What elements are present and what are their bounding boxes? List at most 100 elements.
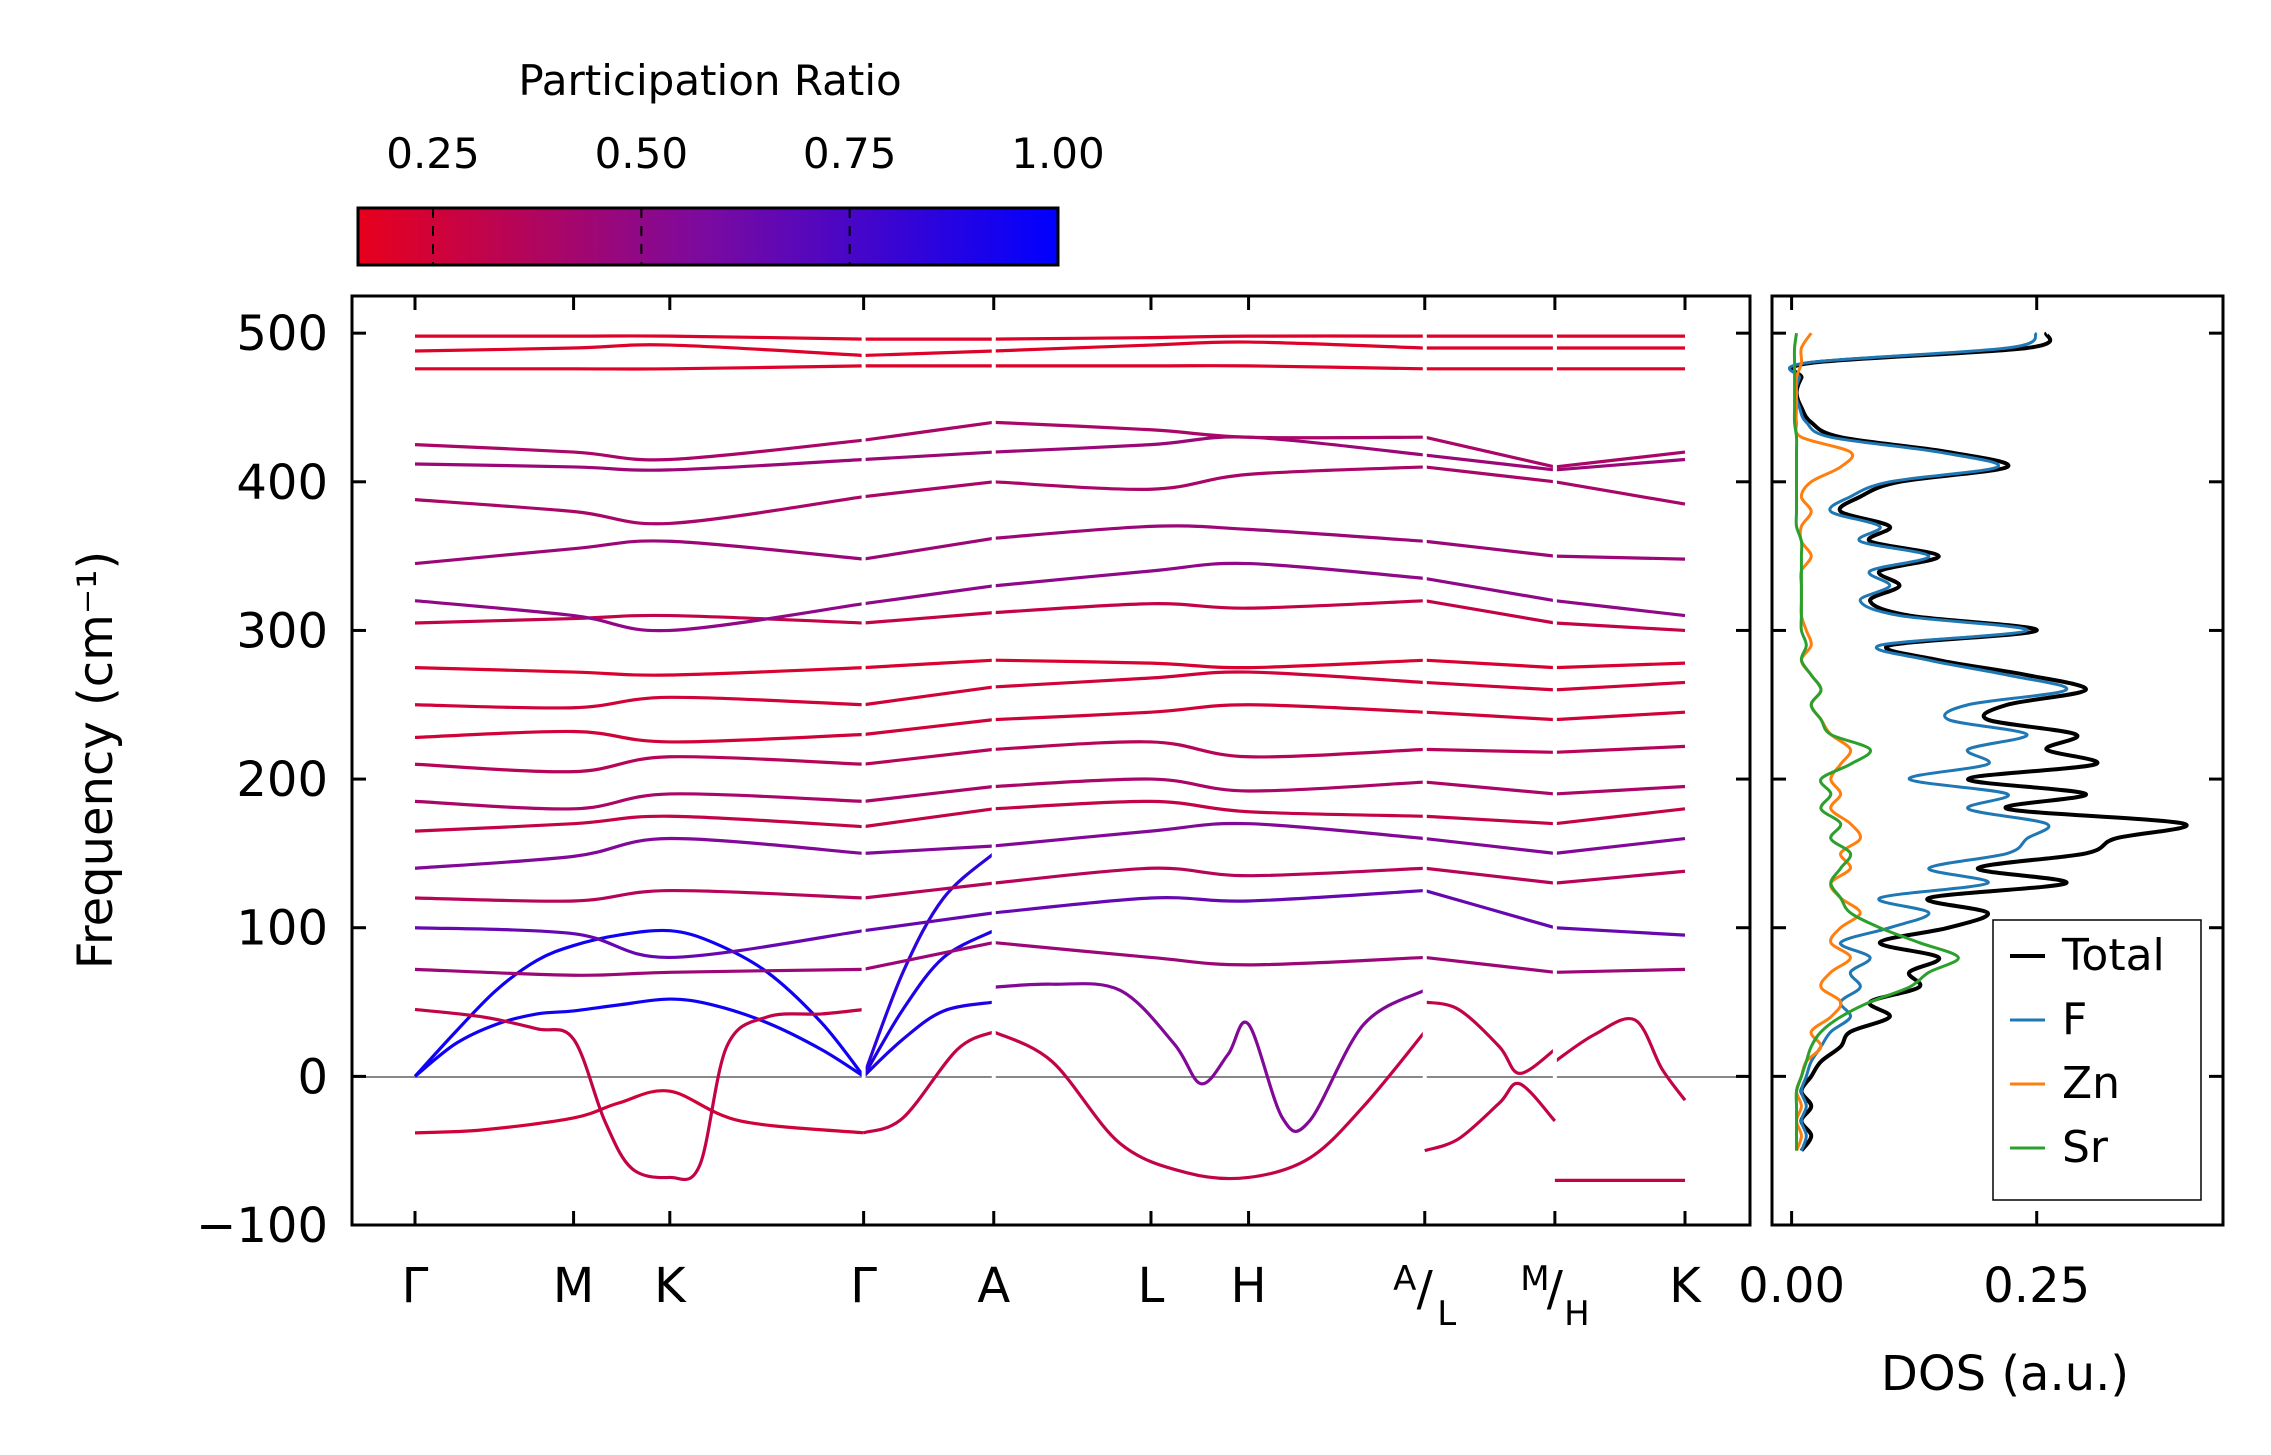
band-mid-band-n xyxy=(993,465,1425,491)
band-mid-band-f xyxy=(1554,784,1686,796)
kpath-label: K xyxy=(654,1258,687,1314)
segment-gap xyxy=(1422,326,1427,1095)
dos-x-axis-label: DOS (a.u.) xyxy=(1881,1346,2129,1402)
band-mid-band-e xyxy=(1424,814,1555,826)
band-mid-band-i xyxy=(993,670,1425,689)
band-mid-band-m xyxy=(414,539,864,566)
legend-label-f: F xyxy=(2062,994,2087,1045)
band-soft-8 xyxy=(1553,1016,1687,1102)
legend-label-zn: Zn xyxy=(2062,1058,2120,1109)
band-mid-band-a xyxy=(414,967,864,977)
band-mid-band-f xyxy=(863,784,994,803)
kpath-label-sub: L xyxy=(1437,1294,1456,1334)
band-mid-band-b xyxy=(1424,889,1556,930)
band-y-tick-label: 0 xyxy=(297,1049,328,1105)
colorbar-title: Participation Ratio xyxy=(518,56,901,105)
legend-label-sr: Sr xyxy=(2062,1122,2109,1173)
band-mid-band-f xyxy=(993,777,1425,793)
dos-legend-box xyxy=(1992,919,2202,1201)
band-mid-band-b xyxy=(1554,926,1686,937)
band-mid-band-l xyxy=(1424,576,1556,603)
band-mid-band-n xyxy=(414,495,864,526)
band-y-tick-label: −100 xyxy=(196,1198,328,1254)
band-mid-band-h xyxy=(414,729,864,744)
kpath-label: K xyxy=(1669,1258,1702,1314)
band-mid-band-c xyxy=(1424,866,1556,885)
band-mid-band-l xyxy=(863,584,994,606)
band-mid-band-p xyxy=(863,420,994,442)
band-mid-band-a xyxy=(1554,967,1686,974)
band-high-band-3 xyxy=(415,334,864,341)
dos-line-sr xyxy=(1792,332,1960,1151)
band-mid-band-a xyxy=(1424,955,1556,974)
dos-ticks: 0.00 0.25 xyxy=(1738,296,2223,1314)
band-mid-band-d xyxy=(1554,836,1686,855)
band-path-breaks xyxy=(861,326,1557,1095)
colorbar-tick-label: 0.25 xyxy=(386,129,480,178)
band-mid-band-p xyxy=(1554,450,1686,469)
kpath-label: Γ xyxy=(850,1258,877,1314)
band-mid-band-i xyxy=(1424,680,1555,692)
band-mid-band-h xyxy=(863,718,994,737)
band-structure-frame xyxy=(350,294,1752,1227)
band-high-band-3 xyxy=(993,334,1425,341)
band-high-band-2 xyxy=(414,343,864,358)
band-mid-band-k xyxy=(414,613,864,625)
band-mid-band-e xyxy=(863,807,994,829)
band-y-tick-label: 100 xyxy=(236,901,328,957)
band-mid-band-c xyxy=(414,888,864,903)
dos-legend: Total F Zn Sr xyxy=(1992,919,2202,1201)
band-mid-band-f xyxy=(414,792,864,811)
kpath-label-slash: / xyxy=(1417,1261,1434,1317)
band-mid-band-n xyxy=(1554,480,1686,506)
band-mid-band-o xyxy=(1424,453,1556,472)
band-mid-band-o xyxy=(414,457,864,472)
band-acoustic-5 xyxy=(862,852,995,1077)
band-y-axis-label: Frequency (cm⁻¹) xyxy=(68,551,124,969)
band-mid-band-p xyxy=(993,420,1425,440)
band-mid-band-e xyxy=(1554,807,1686,826)
segment-gap xyxy=(861,326,866,1095)
kpath-label: M xyxy=(553,1258,594,1314)
band-mid-band-b xyxy=(993,888,1425,915)
band-soft-4 xyxy=(993,982,1426,1133)
dos-frame xyxy=(1770,294,2225,1227)
band-kpath-ticks: Γ M K Γ A L H A / LM/H K xyxy=(402,296,1702,1334)
band-mid-band-e xyxy=(414,814,864,833)
band-mid-band-l xyxy=(414,599,864,633)
band-mid-band-i xyxy=(414,695,864,710)
band-mid-band-o xyxy=(1554,457,1686,472)
band-mid-band-k xyxy=(1424,599,1556,625)
band-mid-band-k xyxy=(993,599,1425,615)
band-mid-band-l xyxy=(993,561,1425,588)
band-mid-band-k xyxy=(1554,621,1686,633)
band-mid-band-m xyxy=(993,524,1425,543)
colorbar-gradient xyxy=(356,206,1060,267)
band-mid-band-j xyxy=(993,658,1425,670)
band-mid-band-p xyxy=(414,438,864,462)
band-y-ticks: −100 0 100 200 300 400 500 xyxy=(196,306,1750,1254)
legend-label-total: Total xyxy=(2061,930,2165,981)
band-mid-band-i xyxy=(863,685,994,707)
band-soft-5 xyxy=(1424,1081,1557,1153)
band-mid-band-c xyxy=(993,866,1425,885)
band-soft-6 xyxy=(1424,1000,1556,1075)
band-mid-band-g xyxy=(993,740,1425,759)
band-mid-band-c xyxy=(863,881,994,900)
band-mid-band-g xyxy=(863,747,994,766)
band-mid-band-d xyxy=(993,821,1425,848)
band-mid-band-m xyxy=(1554,554,1686,561)
segment-gap xyxy=(1552,326,1557,1095)
colorbar-tick-labels: 0.25 0.50 0.75 1.00 xyxy=(386,129,1105,178)
band-mid-band-n xyxy=(863,480,994,499)
kpath-label: H xyxy=(1231,1258,1267,1314)
band-mid-band-j xyxy=(863,658,994,670)
kpath-label: A xyxy=(977,1258,1010,1314)
kpath-label-sup: M xyxy=(1520,1259,1549,1299)
dos-x-tick-label: 0.25 xyxy=(1983,1258,2090,1314)
segment-gap xyxy=(991,326,996,1095)
kpath-label: L xyxy=(1138,1258,1165,1314)
band-mid-band-l xyxy=(1554,599,1686,618)
band-mid-band-n xyxy=(1424,465,1556,484)
